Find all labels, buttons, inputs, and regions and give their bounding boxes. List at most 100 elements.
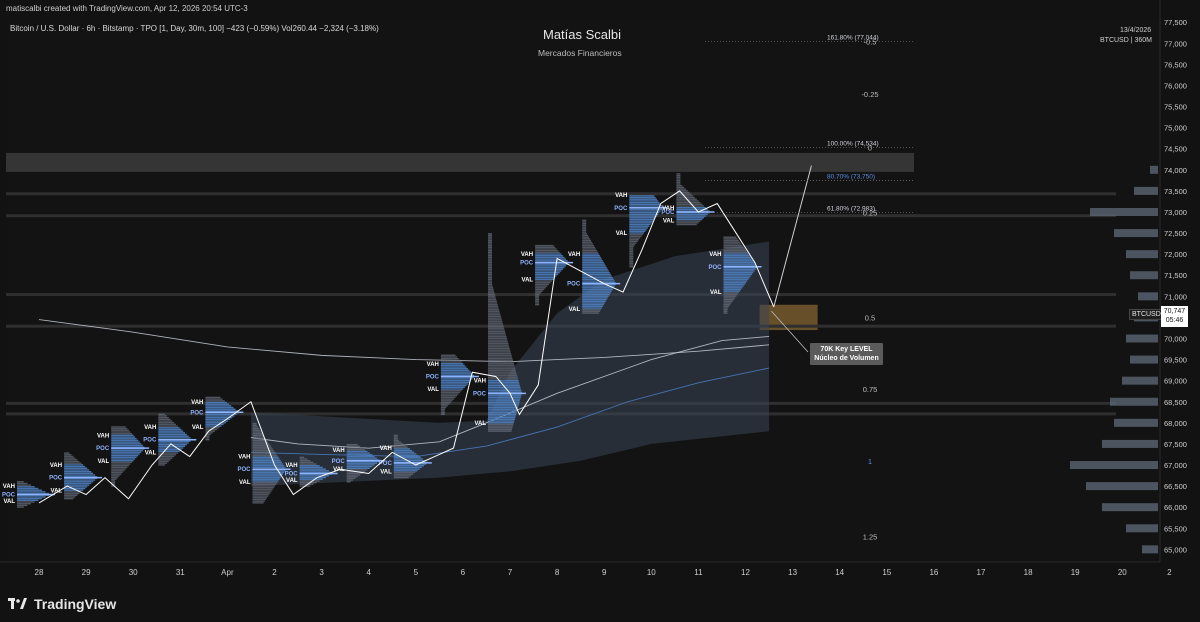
tpo-row <box>488 270 492 272</box>
tpo-row <box>488 395 522 397</box>
tpo-row <box>205 422 226 424</box>
tpo-row <box>488 368 516 370</box>
fib-label-0: 161.80% (77,044) <box>827 34 879 41</box>
tpo-row <box>535 287 546 289</box>
volume-profile-bar-1 <box>1126 524 1158 533</box>
tpo-row <box>629 247 634 249</box>
tpo-row <box>723 312 728 314</box>
time-tick-label: Apr <box>221 568 234 577</box>
tpo-row <box>535 295 540 297</box>
tpo-poc-label: POC <box>567 282 581 288</box>
tpo-row <box>582 231 587 233</box>
volume-profile-bar-3 <box>1086 482 1158 491</box>
price-tick-label: 70,000 <box>1164 334 1187 343</box>
time-tick-label: 14 <box>835 568 844 577</box>
tpo-row <box>440 386 465 389</box>
tpo-row <box>488 305 499 308</box>
tpo-row <box>440 396 456 399</box>
tpo-row <box>17 481 24 483</box>
tpo-row <box>723 246 744 249</box>
tpo-row <box>488 383 520 385</box>
tpo-row <box>629 260 634 263</box>
fib-ratio-0: -0.5 <box>864 37 877 46</box>
tpo-row <box>346 479 353 481</box>
tpo-vah-label: VAH <box>3 484 15 490</box>
tpo-row <box>488 255 492 257</box>
tpo-row <box>723 275 751 277</box>
tpo-row <box>252 434 264 437</box>
tpo-vah-label: VAH <box>97 433 109 439</box>
tpo-row <box>582 249 597 252</box>
tpo-row <box>111 478 117 480</box>
tpo-row <box>488 234 492 237</box>
tpo-row <box>252 502 264 504</box>
ma-mid-line <box>250 335 770 449</box>
tpo-row <box>582 287 614 289</box>
annotation-line1: 70K Key LEVEL <box>820 346 873 353</box>
tpo-row <box>111 433 132 435</box>
tpo-row <box>252 454 278 457</box>
tpo-vah-label: VAH <box>50 463 62 469</box>
tradingview-logo-icon <box>8 598 27 609</box>
tpo-row <box>488 364 515 367</box>
tpo-row <box>158 442 189 444</box>
volume-profile-bar-4 <box>1070 461 1158 470</box>
tpo-row <box>582 298 607 301</box>
tpo-row <box>676 203 703 205</box>
price-tick-label: 76,500 <box>1164 60 1187 69</box>
tpo-row <box>488 381 519 383</box>
tpo-row <box>205 435 210 437</box>
tpo-row <box>440 371 472 373</box>
tpo-row <box>64 496 76 498</box>
tpo-row <box>629 237 641 239</box>
tpo-row <box>535 297 540 299</box>
tpo-row <box>158 435 189 437</box>
tpo-val-label: VAL <box>145 450 157 456</box>
tradingview-brand: TradingView <box>34 596 117 612</box>
tpo-row <box>158 423 176 426</box>
tpo-row <box>535 248 557 250</box>
tpo-row <box>535 255 563 257</box>
tpo-row <box>205 438 210 441</box>
symbol-legend[interactable]: Bitcoin / U.S. Dollar · 6h · Bitstamp · … <box>10 24 379 33</box>
tpo-row <box>582 266 607 269</box>
tpo-row <box>346 450 368 453</box>
fib-ratio-1: -0.25 <box>861 90 878 99</box>
tpo-row <box>723 303 731 306</box>
tradingview-logo[interactable]: TradingView <box>8 596 116 612</box>
tpo-val-label: VAL <box>239 480 251 486</box>
tpo-row <box>582 295 609 297</box>
tpo-row <box>393 463 427 465</box>
tpo-row <box>111 463 131 465</box>
tpo-row <box>64 470 92 473</box>
tpo-row <box>488 410 518 412</box>
tpo-val-label: VAL <box>3 499 15 505</box>
tpo-row <box>488 351 511 353</box>
tpo-row <box>676 206 706 209</box>
tpo-row <box>158 415 167 417</box>
tpo-row <box>629 223 651 226</box>
tpo-row <box>629 208 663 211</box>
tpo-row <box>629 230 646 232</box>
tpo-vah-label: VAH <box>662 206 674 212</box>
tpo-row <box>158 413 166 416</box>
tpo-row <box>252 500 265 502</box>
tpo-row <box>158 420 173 422</box>
tpo-vah-label: VAH <box>568 252 580 258</box>
price-tick-label: 71,500 <box>1164 271 1187 280</box>
time-tick-label: 9 <box>602 568 607 577</box>
tpo-row <box>488 408 518 410</box>
tpo-row <box>629 217 656 219</box>
tpo-row <box>488 292 495 294</box>
tpo-row <box>535 266 565 269</box>
tpo-row <box>582 241 592 243</box>
tpo-row <box>535 276 556 279</box>
key-level-annotation[interactable]: 70K Key LEVEL Núcleo de Volumen <box>810 343 883 365</box>
tpo-row <box>440 384 467 387</box>
tpo-row <box>723 288 742 291</box>
tpo-row <box>582 263 605 265</box>
volume-profile-bar-12 <box>1138 292 1158 301</box>
tpo-row <box>64 486 88 488</box>
time-tick-label: 13 <box>788 568 797 577</box>
